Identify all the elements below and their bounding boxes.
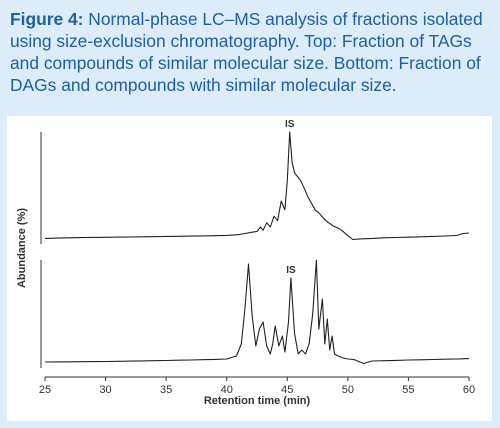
- figure-caption-text: Normal-phase LC–MS analysis of fractions…: [10, 9, 483, 95]
- figure-caption: Figure 4: Normal-phase LC–MS analysis of…: [10, 8, 492, 96]
- chart-traces: [44, 131, 470, 365]
- chart-labels: 25 30 35 40 45 50 55 60 Retention time (min) Abun…: [16, 119, 475, 407]
- chromatogram-trace-1: [44, 131, 470, 241]
- x-tick-label-25: 25: [39, 384, 51, 396]
- is-annotation-1: IS: [285, 119, 295, 130]
- chromatogram-chart: 25 30 35 40 45 50 55 60 Retention time (min) Abun…: [16, 119, 475, 407]
- x-tick-label-40: 40: [221, 384, 233, 396]
- figure-label: Figure 4:: [10, 9, 84, 29]
- y-axis-label: Abundance (%): [16, 208, 28, 288]
- chromatogram-trace-2: [44, 259, 470, 365]
- x-axis-label: Retention time (min): [204, 395, 311, 407]
- x-tick-label-45: 45: [281, 384, 293, 396]
- chart-axes: [40, 132, 470, 381]
- x-tick-label-55: 55: [402, 384, 414, 396]
- is-annotation-2: IS: [286, 265, 296, 276]
- x-tick-label-50: 50: [342, 384, 354, 396]
- x-tick-label-60: 60: [463, 384, 475, 396]
- x-tick-label-30: 30: [99, 384, 111, 396]
- x-tick-label-35: 35: [160, 384, 172, 396]
- chart-panel: 25 30 35 40 45 50 55 60 Retention time (min) Abun…: [7, 116, 492, 421]
